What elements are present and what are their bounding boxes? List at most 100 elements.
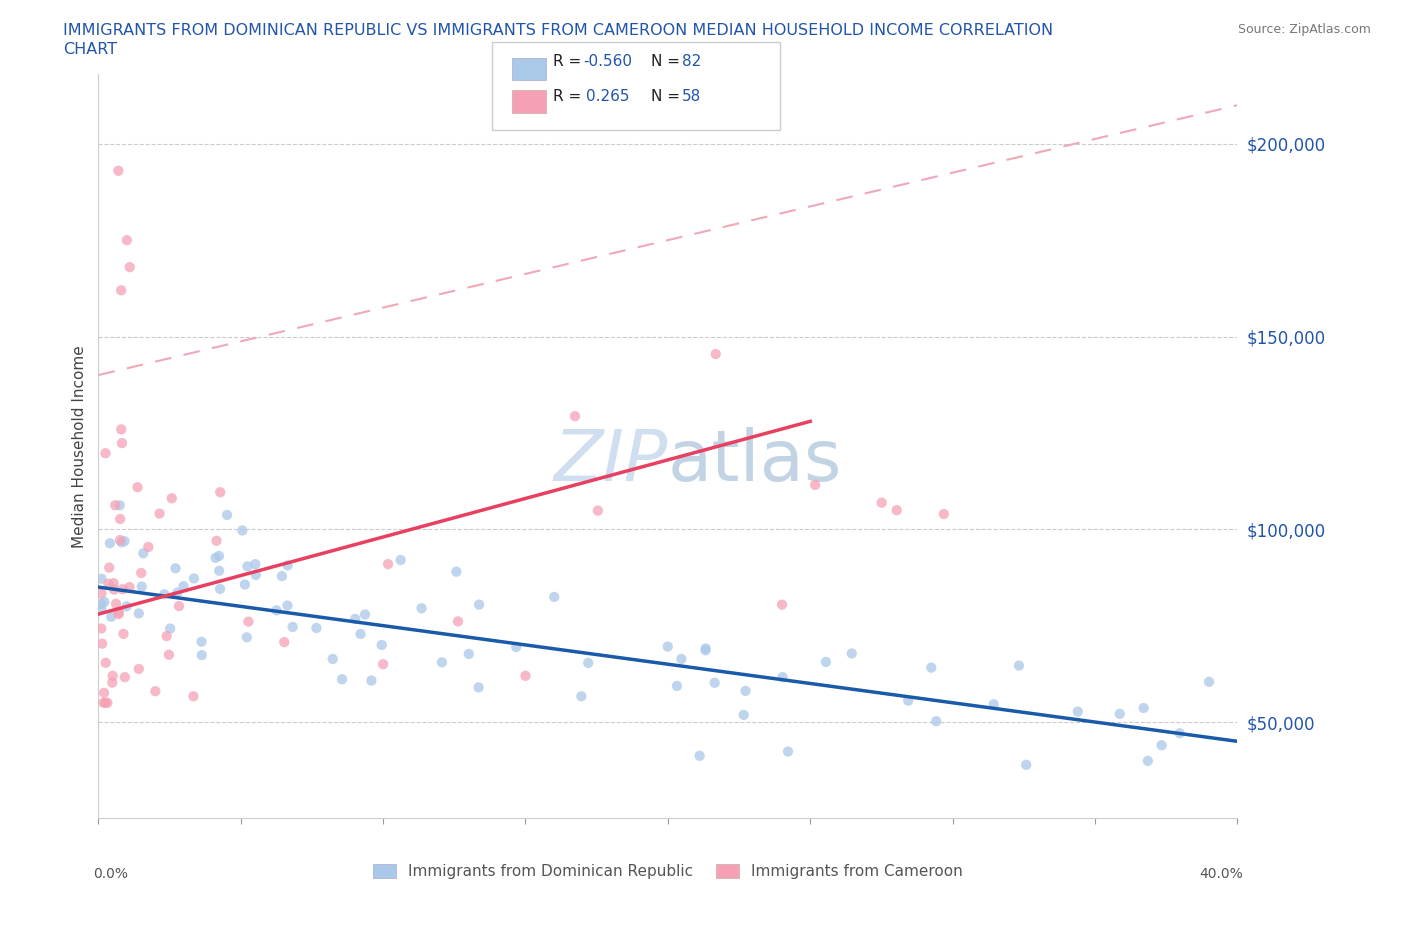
Text: atlas: atlas xyxy=(668,427,842,496)
Point xyxy=(94,445,117,460)
Point xyxy=(90,596,112,611)
Point xyxy=(131,579,153,594)
Point xyxy=(370,638,392,653)
Point xyxy=(770,597,793,612)
Point xyxy=(98,560,121,575)
Point xyxy=(93,696,115,711)
Point xyxy=(276,598,298,613)
Point xyxy=(695,641,717,656)
Text: Source: ZipAtlas.com: Source: ZipAtlas.com xyxy=(1237,23,1371,36)
Text: -0.560: -0.560 xyxy=(583,54,633,69)
Point xyxy=(389,552,412,567)
Point xyxy=(505,640,527,655)
Point xyxy=(564,408,586,423)
Point xyxy=(349,627,371,642)
Point xyxy=(183,571,205,586)
Point xyxy=(115,232,138,247)
Point xyxy=(932,507,955,522)
Point xyxy=(94,696,117,711)
Point xyxy=(1168,725,1191,740)
Point xyxy=(1108,707,1130,722)
Point xyxy=(100,609,122,624)
Point xyxy=(208,549,231,564)
Point xyxy=(104,498,127,512)
Point xyxy=(430,655,453,670)
Point xyxy=(1015,757,1038,772)
Point xyxy=(446,565,468,579)
Point xyxy=(1198,674,1220,689)
Point xyxy=(209,581,232,596)
Point xyxy=(145,684,167,698)
Point xyxy=(90,571,112,586)
Point xyxy=(110,422,132,437)
Point xyxy=(128,606,150,621)
Point xyxy=(128,661,150,676)
Text: ZIP: ZIP xyxy=(554,427,668,496)
Point xyxy=(238,614,260,629)
Point xyxy=(468,597,491,612)
Point xyxy=(305,620,328,635)
Point xyxy=(354,607,377,622)
Point xyxy=(245,567,267,582)
Text: 0.265: 0.265 xyxy=(586,89,630,104)
Text: CHART: CHART xyxy=(63,42,117,57)
Point xyxy=(515,669,537,684)
Point xyxy=(703,675,725,690)
Point xyxy=(344,611,367,626)
Point xyxy=(114,534,136,549)
Point xyxy=(886,503,908,518)
Point xyxy=(330,671,353,686)
Text: 82: 82 xyxy=(682,54,702,69)
Point xyxy=(733,708,755,723)
Point xyxy=(167,599,190,614)
Point xyxy=(245,557,267,572)
Point xyxy=(322,652,344,667)
Y-axis label: Median Household Income: Median Household Income xyxy=(72,345,87,548)
Point xyxy=(983,697,1005,711)
Point xyxy=(108,512,131,526)
Point xyxy=(1067,704,1090,719)
Text: 40.0%: 40.0% xyxy=(1199,867,1243,881)
Point xyxy=(273,634,295,649)
Point xyxy=(115,599,138,614)
Point xyxy=(689,749,711,764)
Point xyxy=(217,508,239,523)
Point xyxy=(208,564,231,578)
Point xyxy=(108,533,131,548)
Point xyxy=(586,503,609,518)
Point xyxy=(127,480,149,495)
Point xyxy=(156,629,179,644)
Point xyxy=(569,689,592,704)
Point xyxy=(190,634,212,649)
Point xyxy=(148,506,170,521)
Point xyxy=(209,485,232,499)
Point xyxy=(271,568,294,583)
Point xyxy=(925,713,948,728)
Text: IMMIGRANTS FROM DOMINICAN REPUBLIC VS IMMIGRANTS FROM CAMEROON MEDIAN HOUSEHOLD : IMMIGRANTS FROM DOMINICAN REPUBLIC VS IM… xyxy=(63,23,1053,38)
Point xyxy=(93,594,115,609)
Point xyxy=(114,670,136,684)
Point xyxy=(236,630,259,644)
Point xyxy=(373,657,395,671)
Point xyxy=(190,647,212,662)
Point xyxy=(447,614,470,629)
Point xyxy=(920,660,942,675)
Text: N =: N = xyxy=(651,54,681,69)
Point xyxy=(814,655,837,670)
Point xyxy=(91,636,114,651)
Point xyxy=(118,259,141,274)
Point xyxy=(377,557,399,572)
Legend: Immigrants from Dominican Republic, Immigrants from Cameroon: Immigrants from Dominican Republic, Immi… xyxy=(367,857,969,885)
Point xyxy=(233,577,256,591)
Point xyxy=(98,536,121,551)
Point xyxy=(103,582,125,597)
Point xyxy=(118,579,141,594)
Point xyxy=(112,627,135,642)
Point xyxy=(695,643,717,658)
Point xyxy=(205,534,228,549)
Point xyxy=(665,679,688,694)
Point xyxy=(157,647,180,662)
Point xyxy=(166,585,188,600)
Point xyxy=(236,559,259,574)
Point xyxy=(159,621,181,636)
